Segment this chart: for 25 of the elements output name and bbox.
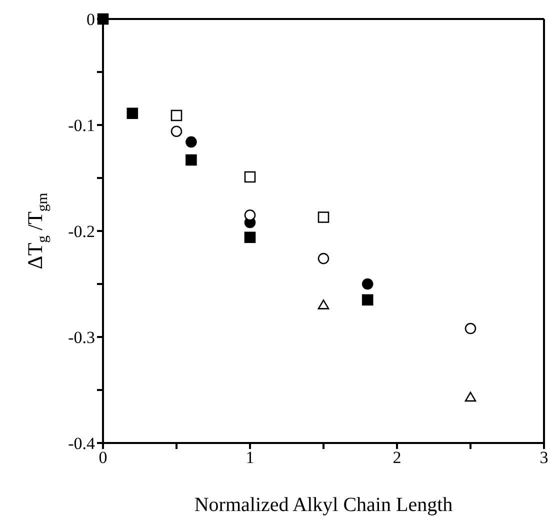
point bbox=[318, 300, 330, 310]
point bbox=[244, 232, 256, 244]
x-tick-label: 2 bbox=[392, 448, 402, 468]
point bbox=[464, 392, 476, 402]
x-tick-label: 0 bbox=[98, 448, 108, 468]
x-tick-label: 1 bbox=[246, 448, 254, 468]
point bbox=[126, 108, 138, 119]
point bbox=[186, 136, 197, 148]
y-tick-label: 0 bbox=[86, 10, 95, 30]
point bbox=[318, 252, 330, 264]
point bbox=[464, 322, 476, 334]
point bbox=[170, 110, 182, 122]
point bbox=[318, 212, 330, 223]
y-tick-label: -0.1 bbox=[68, 116, 95, 136]
point bbox=[170, 126, 182, 138]
y-tick-label: -0.4 bbox=[68, 434, 96, 454]
point bbox=[362, 294, 374, 306]
y-tick-label: -0.3 bbox=[68, 328, 95, 348]
y-tick-label: -0.2 bbox=[68, 222, 95, 242]
point bbox=[244, 171, 256, 183]
point bbox=[186, 154, 197, 166]
x-axis-title: Normalized Alkyl Chain Length bbox=[194, 494, 453, 516]
x-tick-label: 3 bbox=[540, 448, 548, 468]
point bbox=[362, 278, 374, 290]
point bbox=[244, 209, 256, 221]
